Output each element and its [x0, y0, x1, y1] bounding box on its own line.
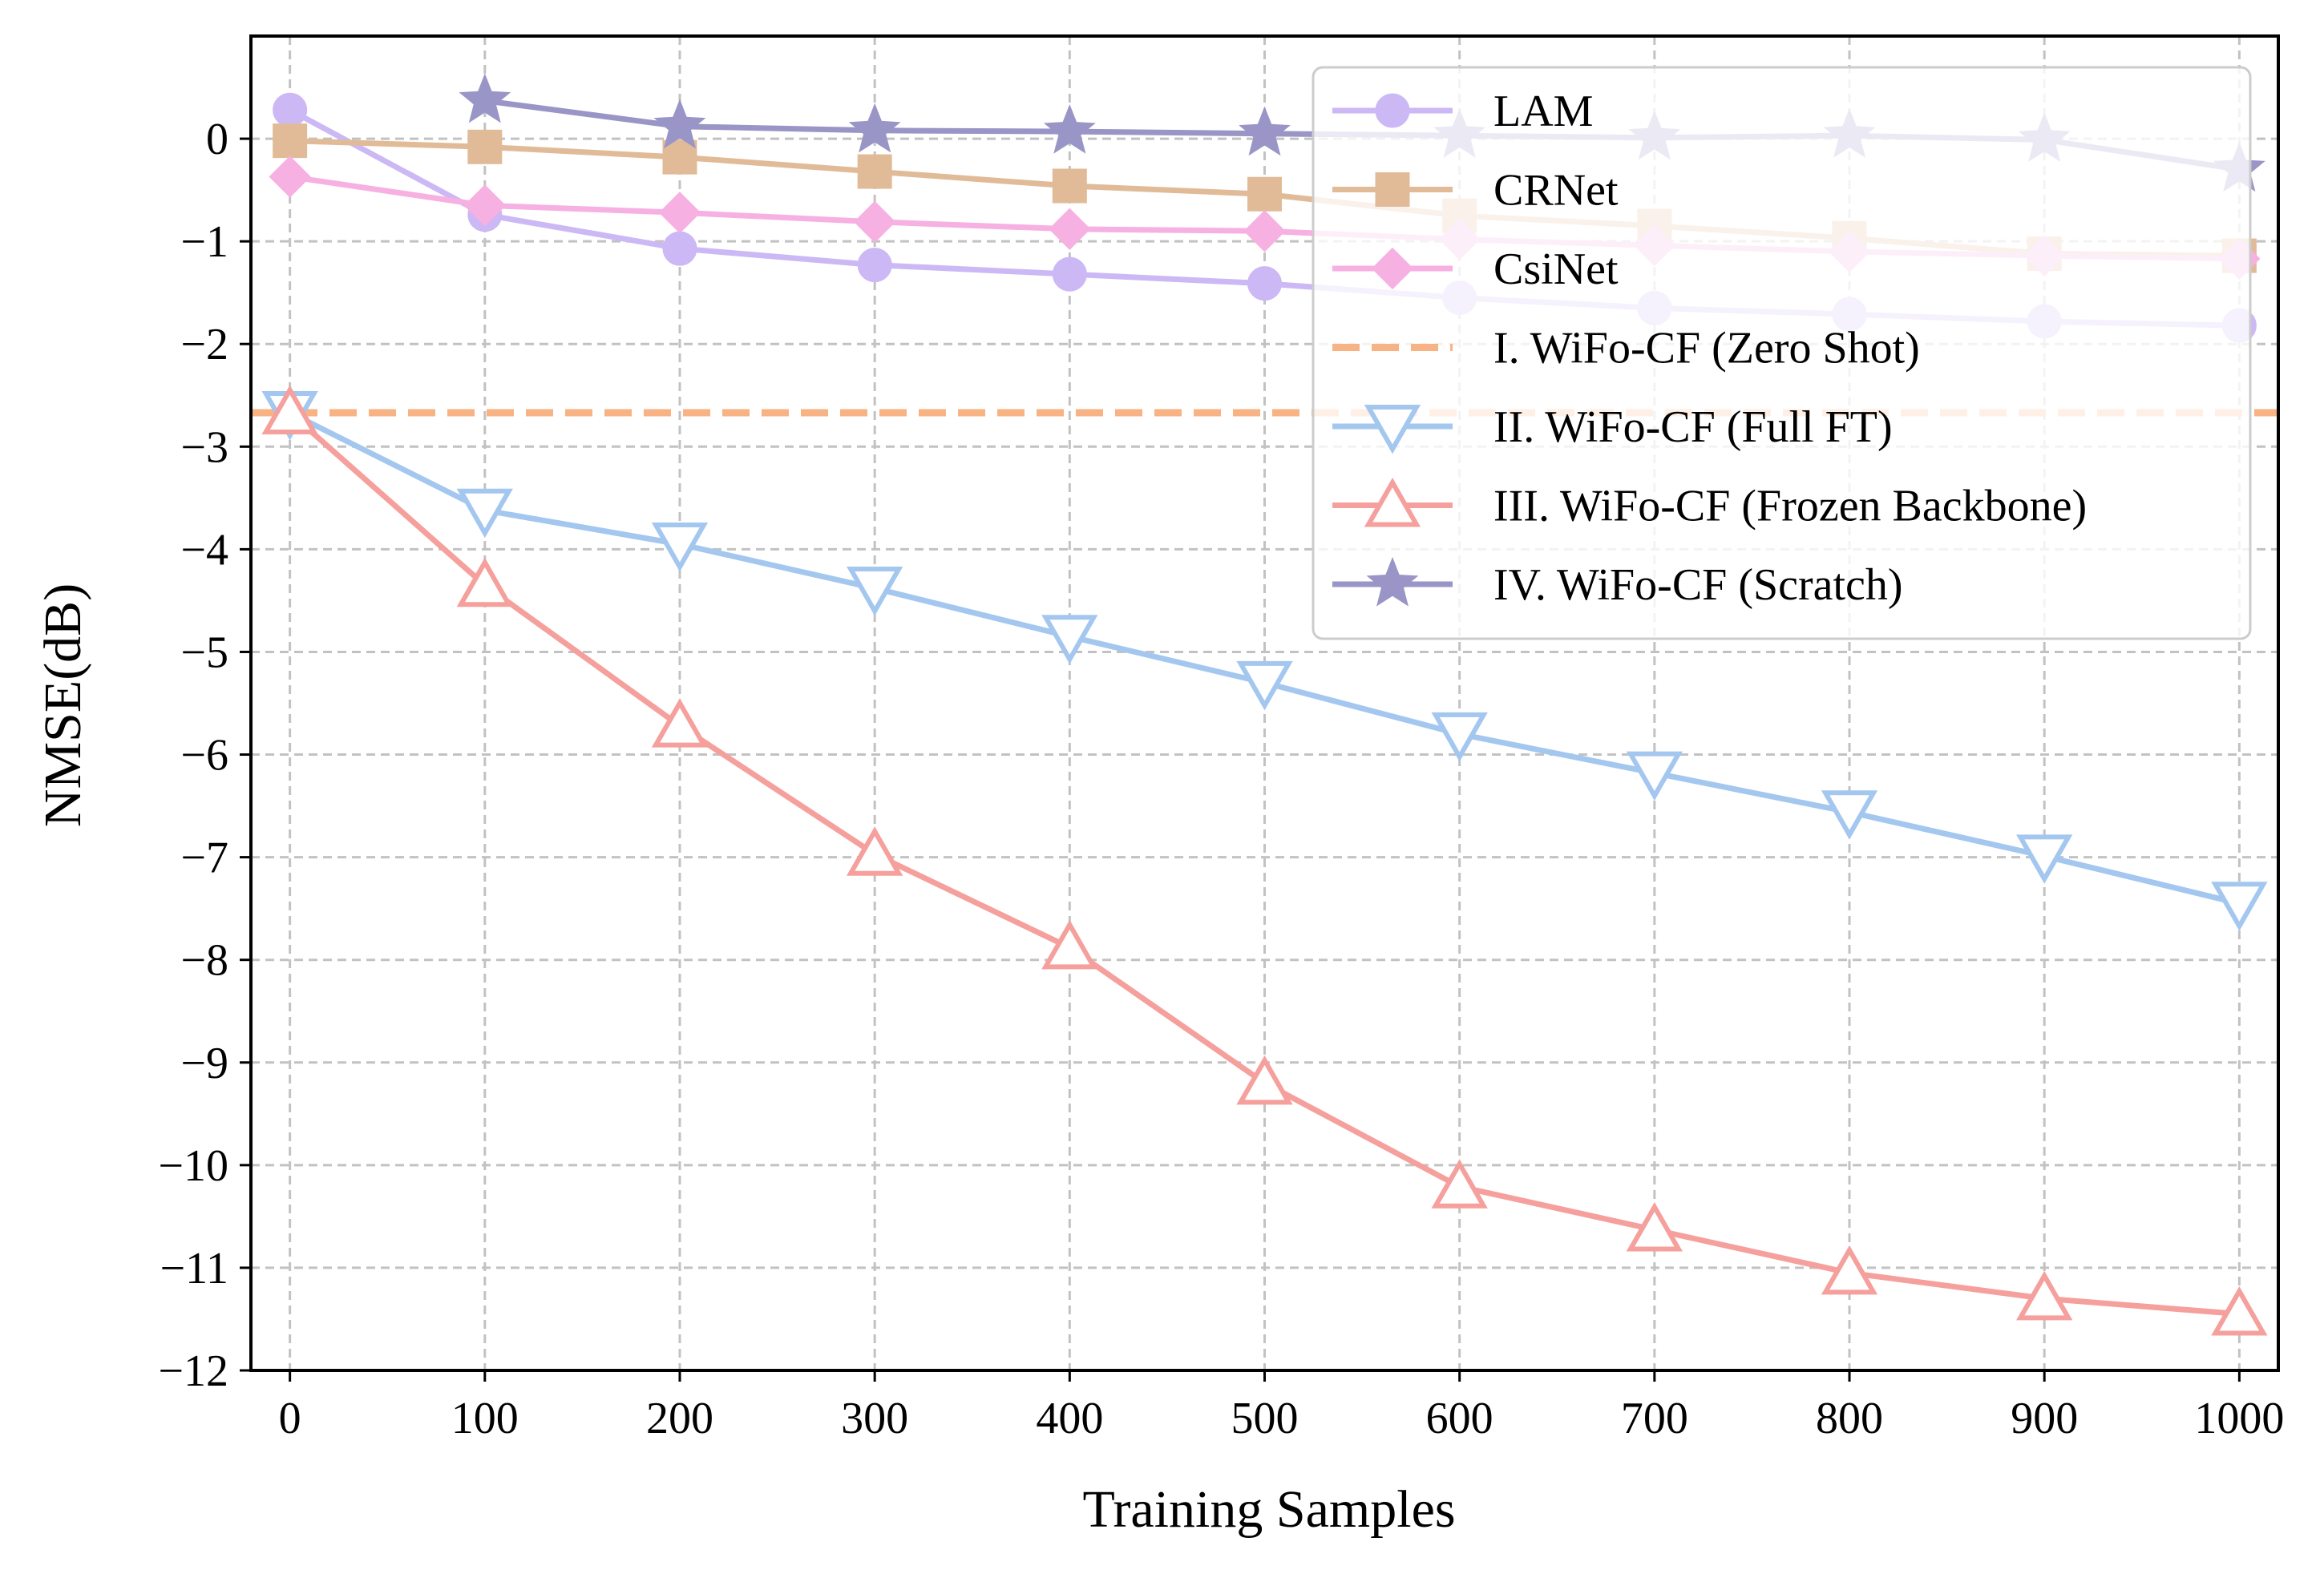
- y-axis-label: NMSE(dB): [34, 583, 92, 827]
- legend-item: LAM: [1332, 87, 1593, 136]
- x-tick-label: 600: [1426, 1394, 1493, 1443]
- data-point: [1049, 208, 1091, 250]
- y-tick-label: −2: [180, 320, 228, 369]
- y-tick-label: −1: [180, 217, 228, 267]
- data-point: [1364, 477, 1421, 527]
- data-point: [273, 123, 308, 159]
- y-tick-label: −12: [158, 1346, 228, 1396]
- data-point: [1431, 712, 1488, 762]
- data-point: [269, 155, 311, 198]
- legend-label: I. WiFo-CF (Zero Shot): [1493, 324, 1920, 373]
- y-tick-label: −11: [160, 1244, 228, 1293]
- legend-label: CRNet: [1493, 166, 1619, 216]
- legend-label: LAM: [1493, 87, 1593, 136]
- data-point: [857, 154, 892, 189]
- x-tick-label: 1000: [2194, 1394, 2284, 1443]
- data-point: [848, 103, 901, 153]
- data-point: [2016, 1270, 2073, 1321]
- x-tick-label: 300: [841, 1394, 908, 1443]
- data-point: [273, 92, 308, 127]
- data-point: [1371, 247, 1414, 290]
- data-point: [459, 73, 511, 123]
- data-point: [651, 522, 709, 572]
- data-point: [1236, 1055, 1293, 1105]
- y-tick-label: −5: [180, 628, 228, 677]
- data-point: [467, 129, 503, 164]
- data-point: [658, 192, 701, 234]
- data-point: [662, 231, 697, 266]
- data-point: [1821, 790, 1878, 840]
- x-tick-label: 800: [1816, 1394, 1883, 1443]
- data-point: [1821, 1245, 1878, 1295]
- data-point: [662, 139, 697, 175]
- x-tick-label: 200: [646, 1394, 713, 1443]
- legend-item: I. WiFo-CF (Zero Shot): [1332, 324, 1920, 373]
- x-tick-label: 0: [279, 1394, 301, 1443]
- data-point: [1366, 556, 1419, 607]
- data-point: [1236, 660, 1293, 711]
- data-point: [2211, 882, 2268, 931]
- data-point: [1243, 210, 1286, 252]
- y-tick-label: 0: [206, 115, 228, 164]
- legend-item: III. WiFo-CF (Frozen Backbone): [1332, 477, 2087, 531]
- data-point: [1052, 256, 1087, 292]
- y-tick-label: −9: [180, 1039, 228, 1088]
- legend-label: IV. WiFo-CF (Scratch): [1493, 560, 1903, 610]
- y-tick-label: −10: [158, 1141, 228, 1191]
- data-point: [846, 567, 903, 616]
- data-point: [1041, 919, 1098, 970]
- data-point: [1626, 1201, 1683, 1252]
- data-point: [1431, 1159, 1488, 1209]
- data-point: [1052, 168, 1087, 204]
- x-tick-label: 500: [1231, 1394, 1299, 1443]
- data-point: [1364, 405, 1421, 454]
- data-point: [456, 557, 513, 607]
- y-tick-label: −7: [180, 833, 228, 883]
- legend-label: CsiNet: [1493, 244, 1619, 294]
- data-point: [2211, 1286, 2268, 1336]
- x-tick-label: 700: [1621, 1394, 1688, 1443]
- data-point: [1041, 615, 1098, 664]
- legend-box: [1312, 66, 2252, 640]
- data-point: [1247, 266, 1282, 301]
- data-point: [456, 488, 513, 539]
- y-tick-label: −8: [180, 936, 228, 986]
- legend-label: III. WiFo-CF (Frozen Backbone): [1493, 482, 2087, 531]
- data-point: [854, 200, 896, 243]
- data-point: [463, 184, 506, 227]
- y-tick-label: −6: [180, 731, 228, 781]
- legend-label: II. WiFo-CF (Full FT): [1493, 402, 1893, 452]
- x-tick-label: 900: [2011, 1394, 2078, 1443]
- x-tick-label: 100: [451, 1394, 519, 1443]
- data-point: [1043, 103, 1096, 154]
- x-tick-label: 400: [1036, 1394, 1103, 1443]
- legend-item: IV. WiFo-CF (Scratch): [1332, 556, 1903, 610]
- legend: LAM CRNet CsiNet I. WiFo-CF (Zero Shot) II. …: [1312, 66, 2252, 640]
- legend-item: II. WiFo-CF (Full FT): [1332, 402, 1893, 454]
- y-tick-label: −4: [180, 525, 228, 575]
- data-point: [2016, 834, 2073, 884]
- data-point: [846, 826, 903, 876]
- data-point: [1626, 751, 1683, 801]
- axes: 0 100 200 300 400 500 600 700 800 900 1000 0 −1 −2 −3 −…: [158, 34, 2284, 1443]
- series-iii-wifo-cf-frozen-backbone: [261, 385, 2268, 1336]
- data-point: [1239, 106, 1291, 156]
- data-point: [1375, 172, 1410, 207]
- data-point: [651, 698, 709, 748]
- x-axis-label: Training Samples: [1082, 1480, 1455, 1539]
- y-tick-label: −3: [180, 422, 228, 472]
- data-point: [653, 99, 706, 149]
- data-point: [1247, 176, 1282, 212]
- data-point: [1375, 93, 1410, 128]
- data-point: [261, 385, 318, 435]
- legend-item: CsiNet: [1332, 244, 1619, 294]
- legend-item: CRNet: [1332, 166, 1619, 216]
- data-point: [857, 248, 892, 283]
